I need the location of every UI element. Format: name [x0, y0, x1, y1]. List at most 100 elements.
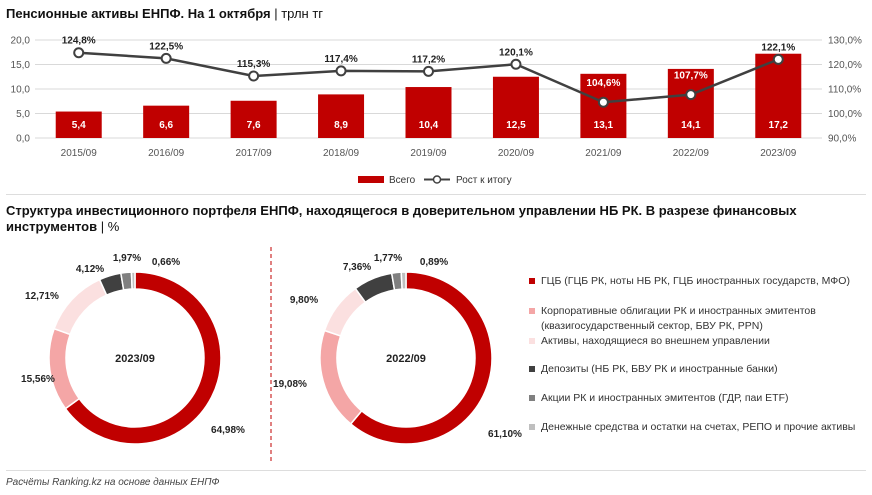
line-point	[772, 53, 784, 65]
bar	[318, 94, 365, 138]
bar-value-label: 12,5	[506, 120, 526, 131]
y2-tick-label: 90,0%	[828, 134, 856, 145]
y-tick-label: 10,0	[11, 85, 31, 96]
donut-slice	[119, 271, 133, 291]
donut-slice	[130, 271, 136, 290]
line-point	[335, 65, 347, 77]
x-tick-label: 2023/09	[760, 148, 797, 159]
bar	[755, 53, 802, 138]
donut-value-label: 4,12%	[76, 264, 104, 275]
legend-label: Корпоративные облигации РК и иностранных…	[541, 305, 816, 317]
legend-label: Активы, находящиеся во внешнем управлени…	[541, 335, 770, 347]
legend-label-line: Рост к итогу	[456, 175, 512, 186]
bar-value-label: 6,6	[159, 120, 173, 131]
line-value-label: 124,8%	[62, 36, 96, 47]
y-tick-label: 15,0	[11, 60, 31, 71]
x-tick-label: 2020/09	[498, 148, 535, 159]
line-value-label: 122,1%	[761, 42, 795, 53]
y2-tick-label: 100,0%	[828, 109, 862, 120]
bar-value-label: 14,1	[681, 120, 701, 131]
donut-slice	[400, 271, 407, 290]
line-point	[160, 52, 172, 64]
x-tick-label: 2019/09	[410, 148, 447, 159]
line-point	[685, 89, 697, 101]
y2-tick-label: 110,0%	[828, 85, 861, 96]
bar-value-label: 13,1	[594, 120, 614, 131]
y-tick-label: 5,0	[16, 109, 30, 120]
donut-slice	[64, 271, 222, 445]
x-tick-label: 2021/09	[585, 148, 622, 159]
legend-swatch-marker	[432, 175, 442, 184]
legend-label: (квазигосударственный сектор, БВУ РК, PP…	[541, 320, 763, 332]
donut-value-label: 61,10%	[488, 429, 522, 440]
donut-value-label: 1,97%	[113, 253, 141, 264]
donut-center-label: 2022/09	[386, 353, 426, 365]
chart-title: Пенсионные активы ЕНПФ. На 1 октября | т…	[6, 6, 324, 21]
line-value-label: 115,3%	[237, 59, 270, 70]
bar	[667, 68, 714, 138]
line-value-label: 120,1%	[499, 47, 533, 58]
bar	[230, 100, 277, 138]
donut-center-label: 2023/09	[115, 353, 155, 365]
line-point	[73, 47, 85, 59]
legend-swatch-bar	[358, 176, 384, 183]
y-tick-label: 20,0	[11, 36, 31, 47]
bar	[143, 105, 190, 138]
x-tick-label: 2016/09	[148, 148, 185, 159]
legend-label: Депозиты (НБ РК, БВУ РК и иностранные ба…	[541, 363, 778, 375]
x-tick-label: 2015/09	[61, 148, 98, 159]
donut-value-label: 0,89%	[420, 257, 448, 268]
line-point	[510, 58, 522, 70]
bar	[492, 76, 539, 138]
bar-value-label: 7,6	[247, 120, 261, 131]
x-tick-label: 2022/09	[673, 148, 710, 159]
donut-legend-item: ГЦБ (ГЦБ РК, ноты НБ РК, ГЦБ иностранных…	[529, 274, 850, 289]
donut-legend-item: Корпоративные облигации РК и иностранных…	[529, 304, 816, 334]
donut-legend-item: Акции РК и иностранных эмитентов (ГДР, п…	[529, 391, 789, 406]
bar-value-label: 10,4	[419, 120, 439, 131]
line-point	[423, 65, 434, 77]
donut-slice	[53, 278, 108, 336]
x-tick-label: 2017/09	[236, 148, 273, 159]
x-tick-label: 2018/09	[323, 148, 360, 159]
donut-value-label: 9,80%	[290, 295, 318, 306]
y2-tick-label: 120,0%	[828, 60, 862, 71]
bar-value-label: 17,2	[769, 120, 789, 131]
line-point	[248, 70, 260, 82]
footer-divider	[6, 470, 866, 471]
section-divider	[6, 194, 866, 195]
legend-label: ГЦБ (ГЦБ РК, ноты НБ РК, ГЦБ иностранных…	[541, 275, 850, 287]
line-point	[597, 96, 609, 108]
line-value-label: 107,7%	[674, 71, 708, 82]
legend-swatch	[529, 366, 535, 372]
legend-label: Денежные средства и остатки на счетах, Р…	[541, 421, 856, 433]
bar-value-label: 8,9	[334, 120, 348, 131]
portfolio-title: Структура инвестиционного портфеля ЕНПФ,…	[6, 203, 797, 234]
donut-value-label: 0,66%	[152, 257, 180, 268]
donut-slice	[323, 287, 367, 337]
y2-tick-label: 130,0%	[828, 36, 862, 47]
donut-legend-item: Активы, находящиеся во внешнем управлени…	[529, 334, 770, 349]
legend-swatch	[529, 338, 535, 344]
donut-value-label: 12,71%	[25, 291, 59, 302]
donut-value-label: 7,36%	[343, 262, 371, 273]
line-value-label: 117,4%	[324, 54, 357, 65]
donut-value-label: 1,77%	[374, 253, 402, 264]
bar	[405, 87, 452, 138]
line-value-label: 104,6%	[586, 78, 620, 89]
bar	[55, 111, 102, 138]
line-value-label: 122,5%	[149, 41, 183, 52]
donut-legend-item: Денежные средства и остатки на счетах, Р…	[529, 420, 856, 435]
donut-value-label: 15,56%	[21, 374, 55, 385]
legend-swatch	[529, 308, 535, 314]
legend-swatch	[529, 395, 535, 401]
line-value-label: 117,2%	[412, 54, 445, 65]
bar-value-label: 5,4	[72, 120, 86, 131]
donut-legend-item: Депозиты (НБ РК, БВУ РК и иностранные ба…	[529, 362, 778, 377]
legend-label-bar: Всего	[389, 175, 416, 186]
donut-charts: 2023/09 64,98% 15,56% 12,71% 4,12% 1,97% 0,66%…	[21, 247, 522, 463]
legend-swatch	[529, 424, 535, 430]
donut-value-label: 19,08%	[273, 379, 307, 390]
legend-swatch	[529, 278, 535, 284]
donut-slice	[48, 327, 81, 410]
